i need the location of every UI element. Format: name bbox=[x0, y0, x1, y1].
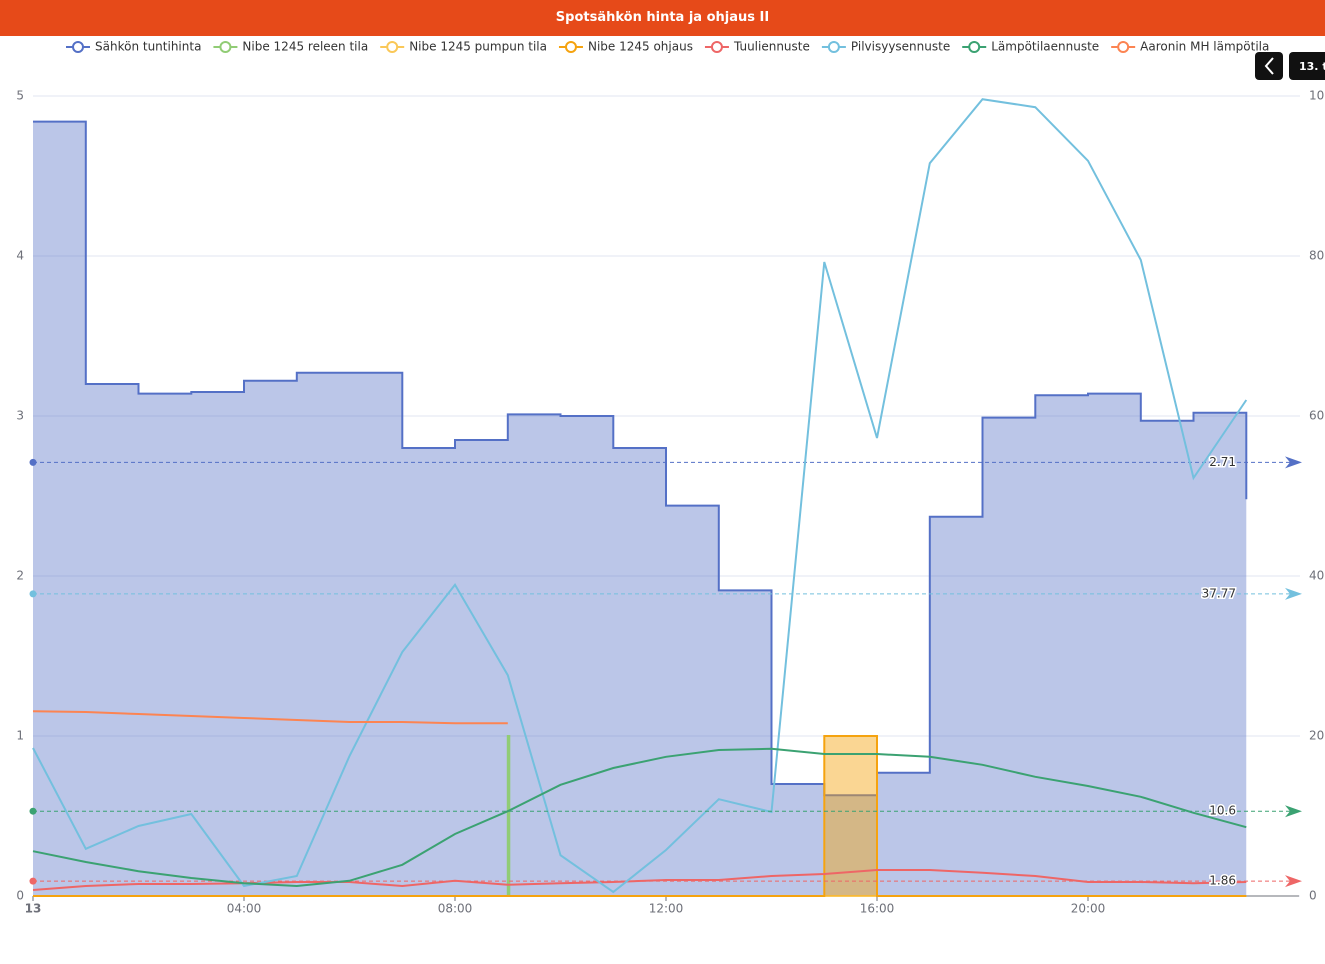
series-area bbox=[33, 121, 1247, 897]
legend-item[interactable]: Lämpötilaennuste bbox=[962, 40, 1099, 54]
mean-dot bbox=[29, 807, 37, 815]
x-tick-label: 12:00 bbox=[649, 902, 684, 916]
series-line bbox=[32, 747, 1247, 888]
mean-dot bbox=[29, 590, 37, 598]
x-tick-label: 16:00 bbox=[860, 902, 895, 916]
mean-label: 10.6 bbox=[1209, 804, 1236, 818]
legend-item[interactable]: Sähkön tuntihinta bbox=[66, 40, 201, 54]
x-tick-label: 20:00 bbox=[1071, 902, 1106, 916]
mean-arrow bbox=[1285, 587, 1302, 600]
legend-label: Lämpötilaennuste bbox=[991, 40, 1099, 54]
series: 2.71 bbox=[29, 120, 1302, 897]
legend-symbol bbox=[72, 41, 84, 53]
legend-label: Sähkön tuntihinta bbox=[95, 40, 201, 54]
legend-item[interactable]: Aaronin MH lämpötila bbox=[1111, 40, 1269, 54]
prev-icon bbox=[1264, 57, 1274, 75]
y-tick-label: 1 bbox=[16, 729, 24, 743]
mean-label: 2.71 bbox=[1209, 455, 1236, 469]
legend-label: Nibe 1245 releen tila bbox=[242, 40, 368, 54]
mean-dot bbox=[29, 458, 37, 466]
legend-symbol bbox=[386, 41, 399, 53]
y-tick-label: 3 bbox=[16, 409, 24, 423]
mean-arrow bbox=[1285, 805, 1302, 818]
series bbox=[32, 710, 508, 725]
series-line bbox=[32, 98, 1248, 894]
legend-item[interactable]: Pilvisyysennuste bbox=[821, 40, 950, 54]
legend-label: Aaronin MH lämpötila bbox=[1140, 40, 1269, 54]
legend-symbol bbox=[710, 41, 723, 53]
y2-tick-label: 100 bbox=[1309, 89, 1325, 103]
legend-symbol bbox=[1117, 41, 1130, 53]
legend-label: Nibe 1245 pumpun tila bbox=[409, 40, 547, 54]
series-line bbox=[32, 710, 508, 725]
date-button[interactable] bbox=[1289, 52, 1325, 80]
y2-tick-label: 80 bbox=[1309, 249, 1324, 263]
legend-symbol bbox=[968, 41, 981, 53]
y-tick-label: 0 bbox=[16, 889, 24, 903]
y2-tick-label: 0 bbox=[1309, 889, 1317, 903]
legend-item[interactable]: Tuuliennuste bbox=[704, 40, 810, 54]
y-tick-label: 5 bbox=[16, 89, 24, 103]
legend-label: Tuuliennuste bbox=[733, 40, 810, 54]
series: 10.6 bbox=[29, 747, 1302, 888]
legend-label: Nibe 1245 ohjaus bbox=[588, 40, 693, 54]
y2-tick-label: 20 bbox=[1309, 729, 1324, 743]
x-tick-label: 13 bbox=[25, 902, 42, 916]
legend-symbol bbox=[827, 41, 840, 53]
mean-label: 37.77 bbox=[1202, 586, 1236, 600]
y2-tick-label: 40 bbox=[1309, 569, 1324, 583]
series bbox=[33, 735, 1247, 897]
x-tick-label: 08:00 bbox=[438, 902, 473, 916]
header-title: Spotsähkön hinta ja ohjaus II bbox=[0, 0, 1325, 36]
legend-item[interactable]: Nibe 1245 pumpun tila bbox=[380, 40, 547, 54]
mean-arrow bbox=[1285, 456, 1302, 469]
legend-item[interactable]: Nibe 1245 ohjaus bbox=[558, 40, 693, 54]
series-line bbox=[33, 120, 1248, 797]
legend-symbol bbox=[219, 41, 232, 53]
series: 37.77 bbox=[29, 98, 1302, 894]
mean-label: 1.86 bbox=[1209, 874, 1236, 888]
legend-label: Pilvisyysennuste bbox=[851, 40, 950, 54]
mean-arrow bbox=[1285, 875, 1302, 888]
legend-item[interactable]: Nibe 1245 releen tila bbox=[213, 40, 368, 54]
y-tick-label: 2 bbox=[16, 569, 24, 583]
nav-button[interactable] bbox=[1255, 52, 1283, 80]
series-line bbox=[33, 735, 1247, 897]
y2-tick-label: 60 bbox=[1309, 409, 1324, 423]
date-button-label[interactable]: 13. t bbox=[1299, 60, 1325, 73]
mean-dot bbox=[29, 877, 37, 885]
prev-button[interactable] bbox=[1255, 52, 1283, 80]
legend-symbol bbox=[564, 41, 577, 53]
x-tick-label: 04:00 bbox=[227, 902, 262, 916]
y-tick-label: 4 bbox=[16, 249, 24, 263]
